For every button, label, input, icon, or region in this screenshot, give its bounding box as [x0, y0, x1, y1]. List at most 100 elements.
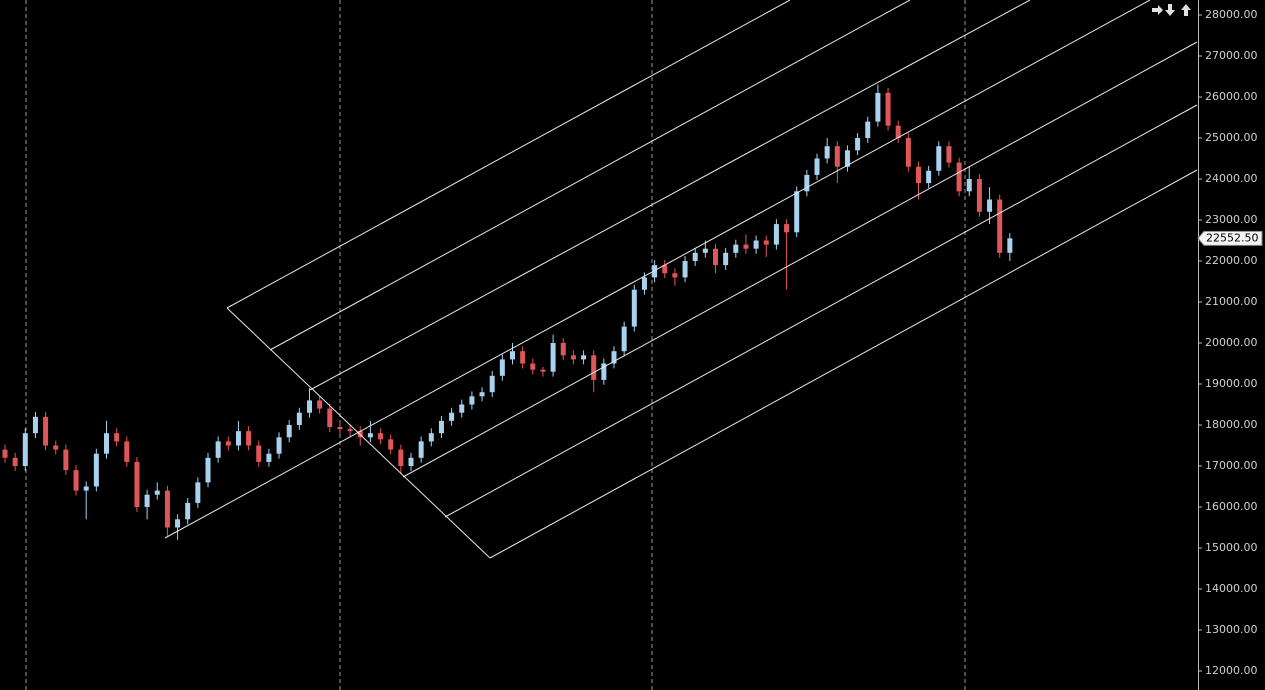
candle-body [246, 431, 252, 446]
candle-body [296, 412, 302, 425]
channel-line [402, 41, 1198, 478]
candle-body [479, 392, 485, 397]
candle-body [347, 429, 353, 432]
candle-body [124, 441, 130, 462]
y-tick-label: 26000.00 [1205, 90, 1258, 103]
candle-body [794, 191, 800, 233]
candle-body [844, 150, 850, 167]
y-tick-label: 18000.00 [1205, 418, 1258, 431]
candle-body [987, 199, 993, 212]
candle-body [966, 179, 972, 192]
y-tick-label: 12000.00 [1205, 664, 1258, 677]
candle-body [591, 355, 597, 380]
candle-body [307, 400, 312, 413]
candle-body [185, 502, 191, 520]
candle-body [560, 343, 566, 356]
candle-body [520, 351, 526, 364]
y-tick-label: 24000.00 [1205, 172, 1258, 185]
candle-body [43, 416, 49, 446]
y-tick-label: 15000.00 [1205, 541, 1258, 554]
candle-body [266, 453, 272, 462]
candle-body [936, 146, 942, 171]
y-tick-label: 20000.00 [1205, 336, 1258, 349]
candle-body [63, 449, 69, 471]
candle-body [225, 441, 231, 446]
candle-body [53, 445, 59, 450]
candle-body [916, 166, 921, 184]
candle-body [713, 248, 718, 266]
candle-body [946, 146, 952, 163]
candle-body [73, 470, 79, 491]
toolbar-icons[interactable] [1152, 4, 1191, 16]
candle-body [692, 252, 698, 261]
candle-body [499, 359, 505, 376]
candle-body [104, 433, 109, 454]
candle-body [317, 400, 323, 409]
candle-body [489, 375, 495, 393]
y-tick-label: 21000.00 [1205, 295, 1258, 308]
candle-body [510, 351, 515, 360]
y-tick-label: 14000.00 [1205, 582, 1258, 595]
candle-body [875, 92, 881, 122]
candle-body [83, 486, 89, 491]
y-tick-label: 22000.00 [1205, 254, 1258, 267]
channel-line [164, 0, 1151, 539]
candle-body [378, 433, 384, 440]
candle-body [550, 343, 556, 372]
candle-body [337, 427, 343, 430]
arrow-down-icon[interactable] [1165, 4, 1175, 16]
candle-body [205, 457, 211, 483]
channel-line [309, 0, 1031, 391]
last-price-box [1197, 230, 1263, 246]
candle-body [530, 363, 536, 370]
candle-body [418, 441, 424, 458]
candle-body [662, 265, 668, 274]
candle-body [834, 146, 840, 167]
candle-body [763, 240, 769, 245]
candle-body [570, 355, 576, 360]
channel-line [444, 104, 1198, 518]
candle-body [682, 261, 688, 278]
arrow-up-icon[interactable] [1181, 4, 1191, 16]
candle-body [885, 92, 891, 126]
candle-body [438, 420, 444, 434]
candle-body [398, 449, 404, 466]
candle-body [723, 252, 729, 266]
y-tick-label: 13000.00 [1205, 623, 1258, 636]
candle-body [215, 441, 221, 458]
candle-body [32, 416, 38, 434]
candle-body [956, 162, 962, 192]
arrow-right-icon[interactable] [1152, 5, 1163, 15]
candle-body [22, 433, 28, 466]
candle-body [388, 439, 394, 450]
candle-body [256, 445, 262, 462]
channel-line [269, 0, 911, 351]
candle-body [144, 494, 150, 507]
candle-body [408, 457, 414, 466]
candle-body [702, 248, 708, 253]
candle-body [895, 125, 901, 138]
candle-body [195, 482, 201, 503]
candle-body [235, 431, 241, 446]
candle-body [367, 433, 373, 438]
candle-body [327, 408, 333, 428]
candle-body [469, 396, 475, 405]
y-tick-label: 16000.00 [1205, 500, 1258, 513]
candle-body [114, 433, 120, 442]
candle-body [631, 289, 637, 327]
last-price-label: 22552.50 [1206, 231, 1259, 244]
y-tick-label: 27000.00 [1205, 49, 1258, 62]
candle-body [164, 490, 170, 528]
y-tick-label: 25000.00 [1205, 131, 1258, 144]
candle-body [540, 369, 546, 372]
candle-body [611, 351, 617, 364]
y-tick-label: 19000.00 [1205, 377, 1258, 390]
candle-body [93, 453, 99, 487]
candle-body [2, 449, 8, 458]
candle-body [134, 461, 140, 507]
period-separators [25, 0, 966, 690]
candle-body [449, 412, 455, 421]
candle-body [601, 363, 607, 380]
